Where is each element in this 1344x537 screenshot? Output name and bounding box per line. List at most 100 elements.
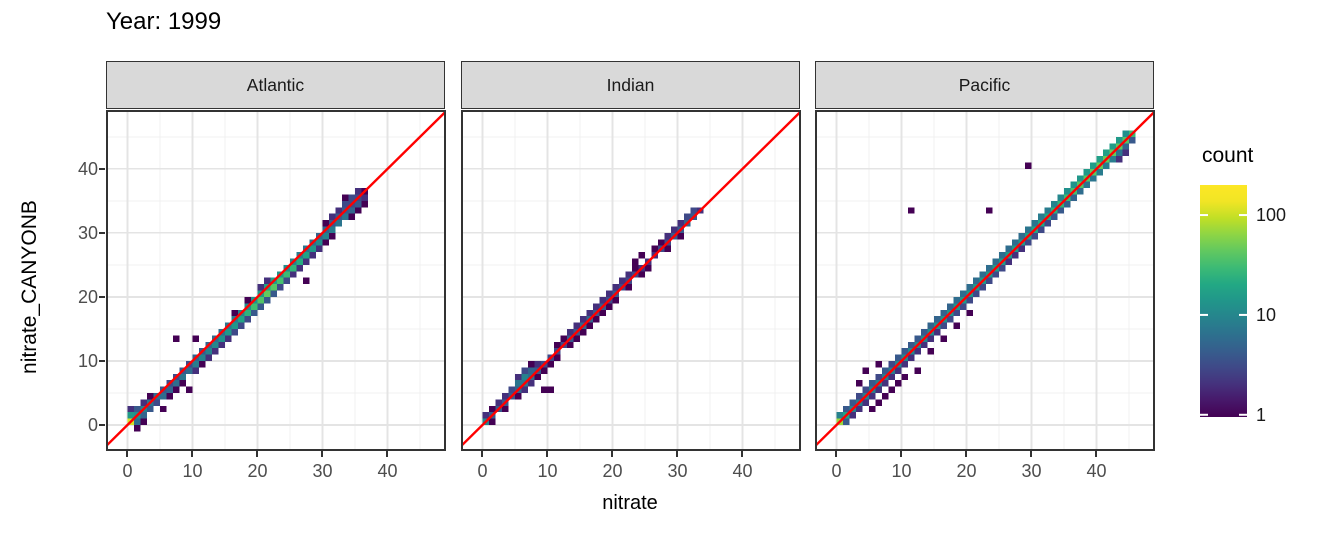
count-bin [664, 232, 671, 240]
count-bin [534, 373, 541, 381]
count-bin [901, 348, 908, 355]
count-bin [134, 405, 141, 413]
count-bin [1077, 175, 1084, 182]
count-bin [934, 316, 941, 323]
count-bin [329, 226, 336, 233]
count-bin [212, 348, 219, 355]
x-tick-mark [965, 451, 968, 457]
facet-label-pacific: Pacific [958, 74, 1011, 95]
count-bin [849, 399, 856, 406]
count-bin [303, 258, 310, 265]
count-bin [1051, 213, 1058, 221]
count-bin [940, 309, 947, 317]
count-bin [303, 277, 310, 285]
count-bin [270, 290, 277, 297]
count-bin [888, 361, 895, 368]
count-bin [1025, 239, 1032, 246]
y-tick-mark [99, 424, 105, 426]
count-bin [244, 297, 251, 304]
count-bin [316, 239, 323, 246]
count-bin [489, 405, 496, 413]
count-bin [348, 194, 355, 201]
count-bin [671, 226, 678, 233]
count-bin [1057, 207, 1064, 214]
count-bin [843, 405, 850, 413]
legend-title: count [1202, 144, 1254, 167]
count-bin [1005, 258, 1012, 265]
y-tick-mark [99, 359, 105, 362]
x-tick-mark [676, 451, 679, 457]
y-tick-label: 20 [77, 286, 98, 307]
count-bin [606, 303, 613, 310]
count-bin [348, 207, 355, 214]
count-bin [901, 361, 908, 368]
count-bin [632, 258, 639, 265]
count-bin [875, 361, 882, 368]
count-bin [309, 252, 316, 259]
x-tick-label: 0 [831, 461, 842, 481]
count-bin [528, 380, 535, 387]
count-bin [489, 418, 496, 425]
count-bin [270, 284, 277, 291]
count-bin [908, 354, 915, 361]
count-bin [534, 361, 541, 368]
count-bin [1116, 149, 1123, 157]
count-bin [127, 405, 134, 413]
count-bin [296, 258, 303, 265]
count-bin [999, 252, 1006, 259]
count-bin [914, 348, 921, 355]
count-bin [869, 380, 876, 387]
count-bin [856, 380, 863, 387]
count-bin [1077, 188, 1084, 195]
panel-border [106, 110, 446, 451]
y-tick-label: 40 [77, 158, 98, 179]
count-bin [335, 207, 342, 214]
x-tick-mark [386, 451, 389, 457]
count-bin [684, 213, 691, 221]
identity-line [105, 110, 447, 447]
count-bin [140, 412, 147, 419]
legend-tick-label: 10 [1256, 304, 1277, 325]
count-bin [895, 380, 902, 387]
count-bin [856, 405, 863, 413]
count-bin [986, 207, 993, 214]
count-bin [1057, 194, 1064, 201]
x-tick-mark [835, 451, 838, 457]
count-bin [1109, 143, 1116, 150]
count-bin [1122, 143, 1129, 150]
panel-border [461, 110, 801, 451]
count-bin [882, 380, 889, 387]
count-bin [992, 271, 999, 278]
count-bin [521, 373, 528, 381]
count-bin [612, 297, 619, 304]
count-bin [927, 348, 934, 355]
count-bin [482, 412, 489, 419]
count-bin [355, 207, 362, 214]
colorbar-gradient [1200, 185, 1247, 417]
count-bin [947, 316, 954, 323]
count-bin [205, 354, 212, 361]
count-bin [355, 200, 362, 208]
count-bin [1096, 168, 1103, 176]
count-bin [231, 322, 238, 329]
y-axis-title: nitrate_CANYONB [18, 200, 41, 374]
count-bin [264, 277, 271, 285]
count-bin [1070, 181, 1077, 189]
count-bin [251, 303, 258, 310]
count-bin [348, 213, 355, 221]
count-bin [192, 367, 199, 374]
count-bin [875, 386, 882, 393]
count-bin [1018, 245, 1025, 253]
count-bin [1122, 149, 1129, 157]
count-bin [179, 380, 186, 387]
count-bin [502, 393, 509, 400]
count-bin [1083, 168, 1090, 176]
x-tick-label: 20 [247, 461, 268, 481]
x-tick-mark [900, 451, 903, 457]
count-bin [264, 297, 271, 304]
x-tick-label: 10 [891, 461, 912, 481]
x-tick-label: 40 [732, 461, 753, 481]
count-bin [244, 316, 251, 323]
count-bin [342, 200, 349, 208]
count-bin [966, 284, 973, 291]
